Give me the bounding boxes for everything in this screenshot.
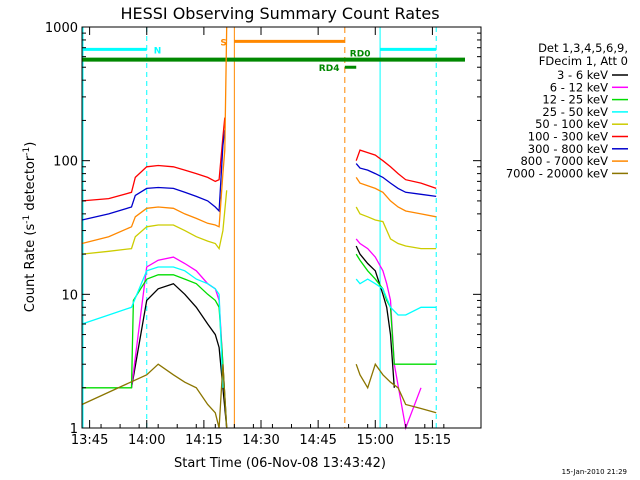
- x-tick-label-4: 14:30: [242, 433, 279, 448]
- series-line-8-part2: [355, 177, 437, 218]
- legend-label-7: 300 - 800 keV: [528, 142, 608, 156]
- y-axis-label: Count Rate (s-1 detector-1): [22, 142, 38, 313]
- night-label: N: [154, 46, 162, 56]
- series-line-2-part2: [355, 238, 422, 431]
- x-tick-label-2: 14:00: [128, 433, 165, 448]
- x-tick-label-6: 15:00: [357, 433, 394, 448]
- series-line-7: [81, 129, 226, 221]
- y-label-part-3: ): [23, 142, 38, 147]
- chart-title: HESSI Observing Summary Count Rates: [120, 4, 439, 23]
- x-tick-label-5: 14:45: [299, 433, 336, 448]
- legend-label-9: 7000 - 20000 keV: [506, 166, 608, 180]
- x-axis-label: Start Time (06-Nov-08 13:43:42): [174, 456, 386, 471]
- legend-label-2: 6 - 12 keV: [550, 80, 608, 94]
- series-line-6-part2: [355, 149, 437, 190]
- y-tick-label-3: 100: [53, 155, 78, 170]
- y-label-exp-2: -1: [22, 147, 32, 156]
- series-line-6: [81, 117, 226, 202]
- y-tick-label-4: 1000: [45, 21, 78, 36]
- saa-label: S: [220, 38, 226, 48]
- legend-header-1: Det 1,3,4,5,6,9,: [538, 41, 628, 55]
- legend-label-4: 25 - 50 keV: [542, 105, 608, 119]
- y-tick-label-1: 1: [70, 422, 78, 437]
- plot-frame: [81, 26, 482, 429]
- y-label-part-2: detector: [23, 155, 38, 215]
- legend-label-5: 50 - 100 keV: [535, 117, 608, 131]
- series-line-9: [81, 363, 228, 429]
- series-line-8: [81, 26, 228, 245]
- legend-label-3: 12 - 25 keV: [542, 93, 608, 107]
- legend-label-1: 3 - 6 keV: [557, 68, 608, 82]
- timestamp: 15-Jan-2010 21:29: [562, 468, 627, 476]
- series-line-4-part2: [355, 278, 437, 316]
- tick-layer: 13:45 14:00 14:15 14:30 14:45 15:00 15:15 1 10 10…: [45, 21, 481, 448]
- x-tick-label-7: 15:15: [414, 433, 451, 448]
- rd0-label: RD0: [350, 50, 371, 60]
- x-tick-label-1: 13:45: [71, 433, 108, 448]
- legend-label-8: 800 - 7000 keV: [520, 154, 608, 168]
- series-line-7-part2: [355, 163, 437, 198]
- series-line-5: [81, 190, 228, 255]
- series-line-1-part2: [355, 245, 395, 388]
- series-line-1: [130, 282, 228, 429]
- legend-header-2: FDecim 1, Att 0: [539, 54, 628, 68]
- series-line-4: [81, 266, 224, 388]
- x-tick-label-3: 14:15: [185, 433, 222, 448]
- series-line-5-part2: [355, 206, 437, 250]
- series-layer: [81, 26, 437, 431]
- legend-label-6: 100 - 300 keV: [528, 130, 608, 144]
- y-tick-label-2: 10: [61, 288, 78, 303]
- y-label-exp-1: -1: [22, 215, 32, 224]
- y-label-part-1: Count Rate (s: [23, 224, 38, 313]
- rd4-label: RD4: [319, 64, 340, 74]
- series-line-9-part2: [355, 362, 437, 414]
- legend: Det 1,3,4,5,6,9, FDecim 1, Att 0 3 - 6 k…: [506, 41, 628, 180]
